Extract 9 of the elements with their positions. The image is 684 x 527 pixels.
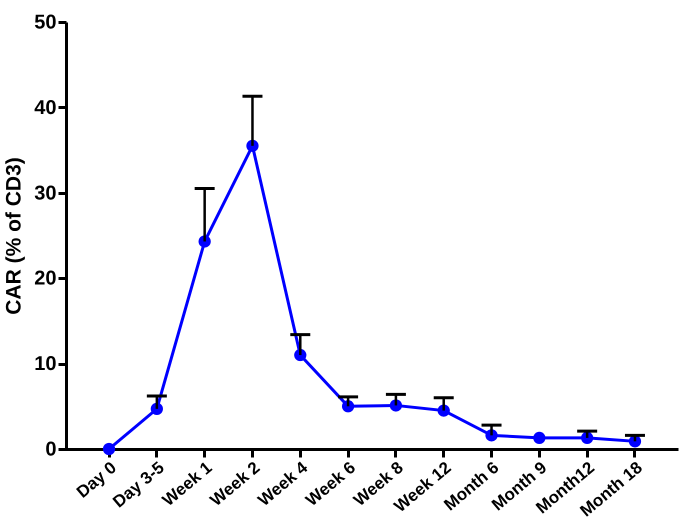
point xyxy=(102,442,116,456)
y-tick-label: 20 xyxy=(34,268,56,290)
y-tick-label: 0 xyxy=(45,438,56,460)
point xyxy=(533,432,546,444)
y-tick-label: 40 xyxy=(34,96,56,119)
y-tick-label: 30 xyxy=(34,182,56,204)
y-tick-label: 10 xyxy=(34,353,56,376)
y-axis-title: CAR (% of CD3) xyxy=(2,157,26,315)
y-tick-label: 50 xyxy=(34,12,56,34)
